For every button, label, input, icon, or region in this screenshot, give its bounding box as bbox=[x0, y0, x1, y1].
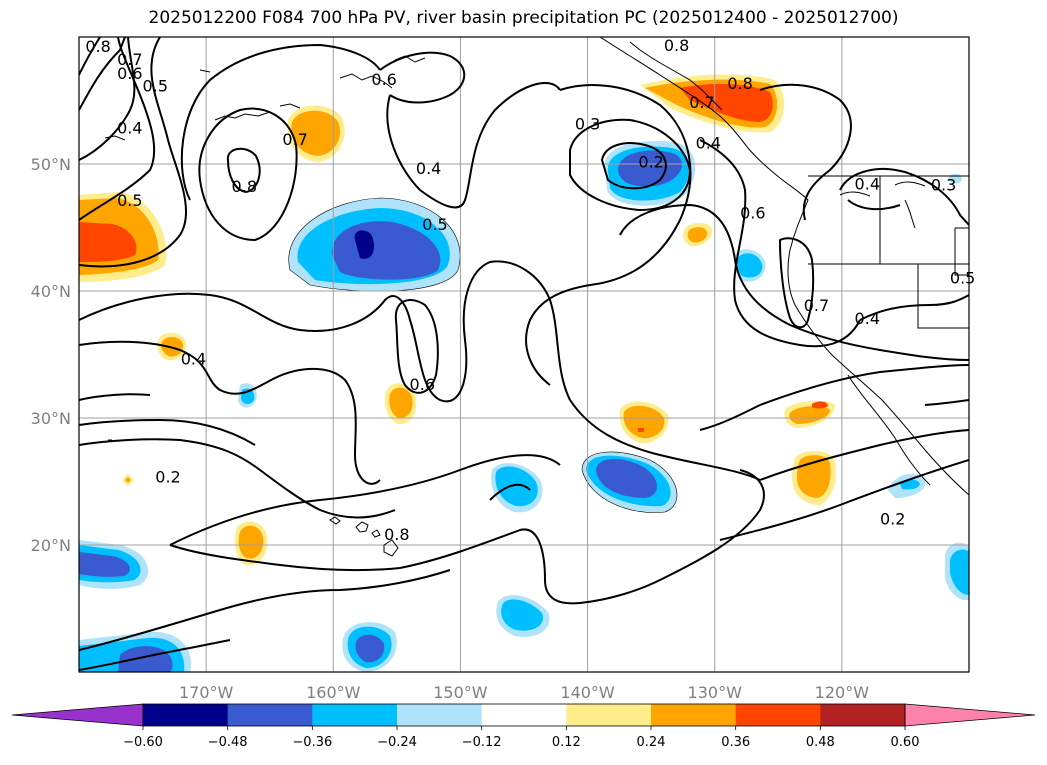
contour-label: 0.5 bbox=[117, 191, 142, 210]
precip-anomaly-neg-north-pacific bbox=[288, 197, 461, 292]
contour-label: 0.7 bbox=[804, 296, 829, 315]
contour-label: 0.5 bbox=[143, 77, 168, 96]
contour-label: 0.8 bbox=[85, 37, 110, 56]
contour-label: 0.4 bbox=[416, 159, 441, 178]
contour-label: 0.5 bbox=[422, 215, 447, 234]
lat-tick-label: 20°N bbox=[31, 536, 71, 555]
lon-tick-label: 140°W bbox=[560, 683, 615, 702]
colorbar: −0.60 −0.48 −0.36 −0.24 −0.12 0.12 0.24 0.36 0.4… bbox=[11, 703, 1036, 750]
contour-label: 0.4 bbox=[117, 118, 142, 137]
colorbar-tick-label: 0.48 bbox=[806, 735, 835, 750]
pv-contours bbox=[79, 37, 969, 671]
contour-label: 0.7 bbox=[117, 50, 142, 69]
contour-label: 0.8 bbox=[727, 74, 752, 93]
colorbar-swatch bbox=[143, 704, 229, 726]
contour-label: 0.2 bbox=[880, 510, 905, 529]
colorbar-tick-label: −0.60 bbox=[123, 735, 163, 750]
contour-label: 0.2 bbox=[155, 468, 180, 487]
precip-anomaly-pos-west-45n bbox=[79, 192, 167, 282]
colorbar-tick-label: 0.12 bbox=[552, 735, 581, 750]
colorbar-tick-label: 0.60 bbox=[891, 735, 920, 750]
colorbar-swatch bbox=[312, 704, 398, 726]
lon-tick-label: 130°W bbox=[688, 683, 743, 702]
colorbar-tick-label: −0.24 bbox=[377, 735, 417, 750]
contour-label: 0.8 bbox=[232, 177, 257, 196]
contour-label: 0.4 bbox=[181, 350, 206, 369]
coastlines bbox=[104, 37, 969, 557]
map-gridlines bbox=[79, 37, 969, 672]
colorbar-tick-label: 0.24 bbox=[637, 735, 666, 750]
contour-label: 0.8 bbox=[664, 36, 689, 55]
precip-anomaly-neg-small-c bbox=[342, 622, 397, 672]
contour-label: 0.3 bbox=[931, 176, 956, 195]
precip-shading bbox=[79, 74, 969, 672]
lat-tick-label: 40°N bbox=[31, 282, 71, 301]
lon-tick-label: 170°W bbox=[179, 683, 234, 702]
lon-tick-label: 150°W bbox=[433, 683, 488, 702]
contour-label: 0.4 bbox=[696, 134, 721, 153]
precip-anomaly-neg-west-20n bbox=[79, 540, 149, 589]
map-title: 2025012200 F084 700 hPa PV, river basin … bbox=[148, 8, 899, 28]
colorbar-frame bbox=[142, 703, 906, 727]
colorbar-tick-label: −0.48 bbox=[208, 735, 248, 750]
colorbar-tick-label: −0.12 bbox=[462, 735, 502, 750]
contour-labels: 0.80.70.60.50.40.50.70.80.60.40.50.60.40… bbox=[85, 36, 975, 544]
colorbar-tick-label: 0.36 bbox=[721, 735, 750, 750]
lon-tick-label: 120°W bbox=[815, 683, 870, 702]
colorbar-swatch bbox=[227, 704, 313, 726]
contour-label: 0.2 bbox=[638, 153, 663, 172]
contour-label: 0.7 bbox=[689, 93, 714, 112]
colorbar-swatch bbox=[566, 704, 652, 726]
colorbar-over-extend bbox=[904, 703, 1036, 727]
colorbar-swatch bbox=[735, 704, 821, 726]
contour-label: 0.6 bbox=[371, 70, 396, 89]
latitude-ticks: 20°N 30°N 40°N 50°N bbox=[31, 155, 71, 555]
contour-label: 0.4 bbox=[855, 174, 880, 193]
contour-label: 0.7 bbox=[282, 130, 307, 149]
longitude-ticks: 170°W 160°W 150°W 140°W 130°W 120°W bbox=[179, 683, 869, 702]
precip-anomaly-neg-subtropic bbox=[581, 451, 678, 513]
map-frame bbox=[78, 36, 970, 673]
contour-label: 0.6 bbox=[117, 64, 142, 83]
colorbar-under-extend bbox=[11, 703, 144, 727]
precip-anomaly-pos-52n bbox=[287, 105, 345, 162]
precip-anomaly-neg-misc bbox=[238, 173, 969, 601]
lat-tick-label: 30°N bbox=[31, 409, 71, 428]
precip-anomaly-pos-bc-coast bbox=[640, 74, 785, 133]
colorbar-swatch bbox=[397, 704, 483, 726]
lon-tick-label: 160°W bbox=[306, 683, 361, 702]
precip-anomaly-neg-small-b bbox=[496, 595, 550, 637]
precip-anomaly-neg-small-a bbox=[491, 463, 543, 513]
contour-label: 0.6 bbox=[740, 204, 765, 223]
colorbar-swatch bbox=[820, 704, 906, 726]
colorbar-swatch bbox=[651, 704, 737, 726]
lat-tick-label: 50°N bbox=[31, 155, 71, 174]
contour-label: 0.8 bbox=[384, 525, 409, 544]
colorbar-tick-label: −0.36 bbox=[292, 735, 332, 750]
contour-label: 0.5 bbox=[950, 268, 975, 287]
contour-label: 0.3 bbox=[575, 115, 600, 134]
contour-label: 0.4 bbox=[855, 309, 880, 328]
precip-anomaly-neg-gulf-alaska bbox=[604, 140, 696, 206]
colorbar-swatch bbox=[481, 704, 567, 726]
contour-label: 0.6 bbox=[410, 375, 435, 394]
precip-anomaly-pos-misc bbox=[122, 222, 836, 566]
